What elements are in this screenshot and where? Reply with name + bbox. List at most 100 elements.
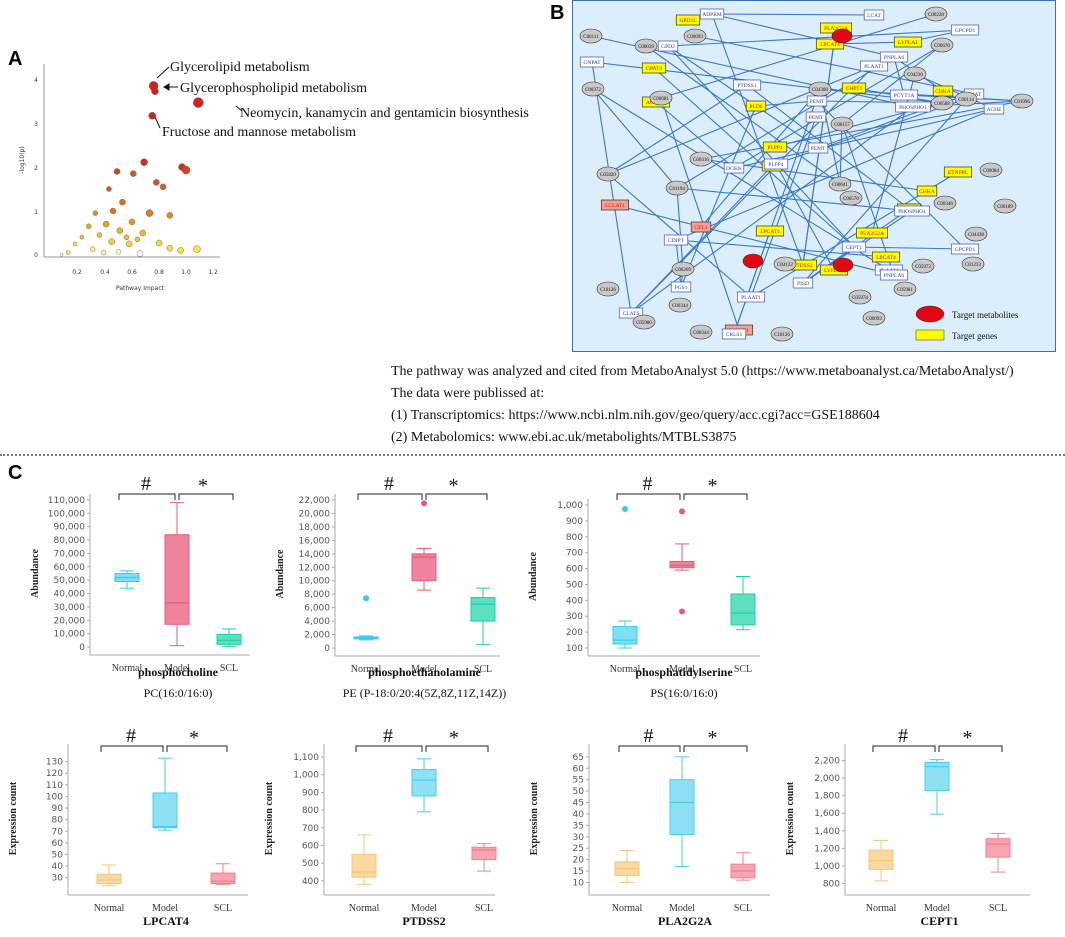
boxplot-6-xtick-0: Normal <box>866 903 897 914</box>
boxplot-2-ytick-5: 600 <box>566 565 583 575</box>
gene-yellow-12-shape <box>916 185 938 197</box>
a-ytick-3: 3 <box>34 121 38 128</box>
boxplot-4-xtick-2: SCL <box>475 903 493 914</box>
scatter-point-18 <box>103 220 110 228</box>
boxplot-3-ytick-0: 30 <box>52 874 64 884</box>
gene-yellow-3-label: LYPLA1 <box>898 40 918 46</box>
metabolite-red-0-shape <box>831 28 853 44</box>
gene-blue-21-shape <box>670 281 692 293</box>
metabolite-grey-27-shape <box>632 314 656 330</box>
metabolite-grey-26-label: C00093 <box>866 317 882 322</box>
boxplot-0-ytick-4: 40,000 <box>54 590 86 600</box>
boxplot-0-ytick-9: 90,000 <box>54 523 86 533</box>
pathway-impact-scatter: 0 1 2 3 4 0.2 0.4 0.6 0.8 1.0 1.2 Pathwa… <box>19 60 529 292</box>
scatter-point-4 <box>140 158 148 166</box>
scatter-point-14 <box>145 209 154 217</box>
boxplot-1-xtick-0: Normal <box>351 664 382 675</box>
boxplot-3-bracket-star <box>166 745 228 752</box>
boxplot-1-ytick-11: 22,000 <box>299 496 331 506</box>
metabolite-grey-26-shape <box>862 310 886 326</box>
metabolite-grey-20-label: C00084 <box>983 169 999 174</box>
gene-blue-7-label: PTDSS1 <box>737 83 757 89</box>
metabolite-grey-15-label: C05820 <box>600 173 616 178</box>
boxplot-2-ytick-0: 100 <box>566 644 583 654</box>
boxplot-0-subtitle: PC(16:0/16:0) <box>144 686 213 700</box>
scatter-point-25 <box>126 240 133 248</box>
a-xlabel: Pathway Impact <box>116 285 165 292</box>
metabolite-grey-12-label: C01996 <box>1014 100 1030 105</box>
boxplot-0-ytick-5: 50,000 <box>54 576 86 586</box>
boxplot-0-bracket-star <box>178 493 234 500</box>
a-ytick-1: 1 <box>34 209 38 216</box>
gene-salmon-1-label: CEL1 <box>694 225 707 231</box>
scatter-point-20 <box>116 227 123 234</box>
gene-blue-25-shape <box>879 269 909 281</box>
boxplot-6-xtick-1: Model <box>924 903 950 914</box>
legend-metabolites-label: Target metabolites <box>952 310 1019 320</box>
gene-blue-16-shape <box>763 158 789 170</box>
metabolite-grey-24-shape <box>911 258 935 274</box>
metabolite-grey-17-shape <box>671 261 695 277</box>
metabolite-grey-30-shape <box>893 281 917 297</box>
boxplot-3-ytick-8: 110 <box>46 781 63 791</box>
metabolite-grey-8-shape <box>808 81 832 97</box>
gene-yellow-16-shape <box>755 225 785 237</box>
scatter-point-17 <box>128 218 136 226</box>
boxplot-4-box-2 <box>471 846 497 861</box>
boxplot-0-hash-mark: # <box>141 473 151 495</box>
network-edge-31 <box>591 61 632 314</box>
boxplot-3-ytick-2: 50 <box>52 850 64 860</box>
boxplot-2-star-mark: * <box>708 475 718 497</box>
boxplot-5-title: PLA2G2A <box>658 914 712 928</box>
network-edge-33 <box>893 56 905 96</box>
boxplot-3-xtick-0: Normal <box>94 903 125 914</box>
gene-blue-15-shape <box>723 162 745 174</box>
gene-blue-1-label: LCAT <box>867 13 881 19</box>
boxplot-4-ytick-2: 600 <box>302 841 319 851</box>
boxplot-1-title: phosphoethanolamine <box>368 665 481 679</box>
gene-blue-1-shape <box>863 9 885 21</box>
boxplot-4-ytick-6: 1,000 <box>293 771 319 781</box>
metabolite-grey-33-shape <box>770 326 794 342</box>
gene-yellow-5-label: CHPT1 <box>846 86 863 92</box>
gene-blue-22-shape <box>792 277 814 289</box>
metabolite-grey-5-label: C04230 <box>907 73 923 78</box>
boxplot-5-ytick-9: 55 <box>573 776 584 786</box>
boxplot-3-ytick-7: 100 <box>46 792 63 802</box>
gene-blue-5-label: PLAAT1 <box>864 64 884 70</box>
metabolite-grey-3-shape <box>634 38 658 54</box>
boxplot-6: 800 1,000 1,200 1,400 1,600 1,800 2,000 2,200 Ex… <box>785 725 1030 928</box>
gene-blue-0-label: ADPRM <box>702 12 722 18</box>
gene-yellow-16-label: LPCAT4 <box>760 229 780 235</box>
boxplot-0-ytick-2: 20,000 <box>54 616 86 626</box>
gene-blue-18-label: CEPT1 <box>846 245 862 251</box>
boxplot-4-ytick-5: 900 <box>302 788 319 798</box>
a-annot-neomycin: Neomycin, kanamycin and gentamicin biosy… <box>240 106 529 121</box>
boxplot-5-hash-mark: # <box>644 725 654 747</box>
metabolite-grey-19-shape <box>933 195 957 211</box>
boxplot-0-ytick-11: 110,000 <box>48 496 85 506</box>
gene-blue-3-shape <box>657 40 679 52</box>
scatter-point-28 <box>177 247 184 254</box>
a-xtick-04: 0.4 <box>100 269 110 276</box>
metabolite-grey-19-label: C00346 <box>937 202 953 207</box>
gene-blue-8-shape <box>805 111 827 123</box>
metabolite-grey-17-label: C00269 <box>675 268 691 273</box>
boxplot-6-bracket-star <box>938 745 1003 752</box>
gene-yellow-14-shape <box>856 227 889 239</box>
gene-salmon-0-shape <box>600 199 630 211</box>
metabolite-grey-13-shape <box>689 151 713 167</box>
boxplot-0-ytick-0: 0 <box>79 643 85 653</box>
boxplot-6-ytick-2: 1,200 <box>814 844 840 854</box>
boxplot-3-ytick-4: 70 <box>52 827 64 837</box>
gene-blue-8-label: PEMT <box>809 115 824 121</box>
scatter-point-30 <box>72 241 78 247</box>
gene-blue-20-label: CRLS1 <box>726 332 743 338</box>
network-edge-70 <box>676 187 913 212</box>
boxplot-3-xtick-2: SCL <box>214 903 232 914</box>
gene-blue-10-shape <box>807 142 829 154</box>
boxplot-5-ytick-0: 10 <box>573 878 585 888</box>
gene-blue-24-label: PLAAT1 <box>741 295 761 301</box>
